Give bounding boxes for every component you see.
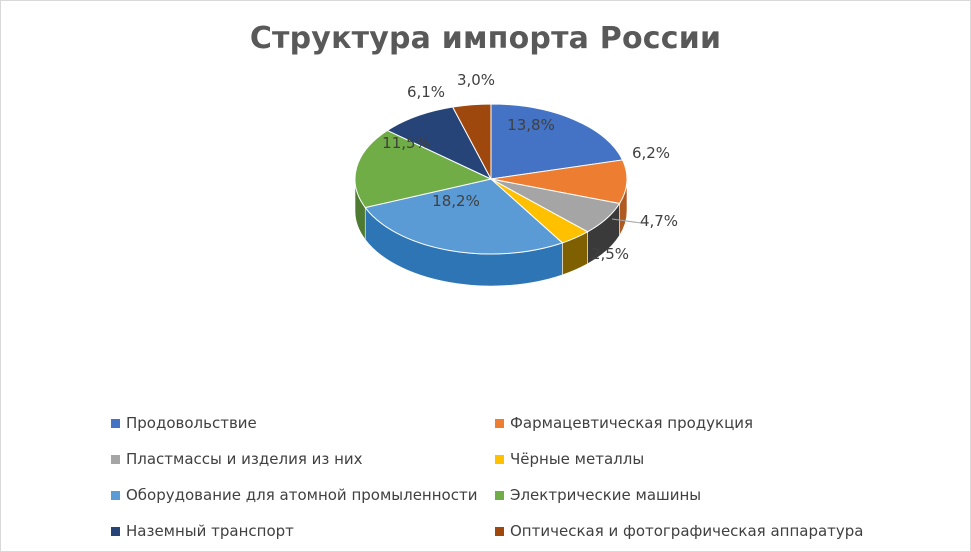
legend-swatch [495, 454, 504, 464]
legend-label: Оптическая и фотографическая аппаратура [510, 522, 864, 540]
pie-slice-7 [386, 106, 493, 181]
legend-label: Пластмассы и изделия из них [126, 450, 363, 468]
legend-label: Электрические машины [510, 486, 702, 504]
legend-item-4: Чёрные металлы [495, 450, 871, 468]
data-label-4: 2,5% [591, 245, 629, 263]
legend-item-7: Наземный транспорт [111, 522, 495, 540]
legend-label: Чёрные металлы [510, 450, 645, 468]
legend-item-3: Пластмассы и изделия из них [111, 450, 495, 468]
legend-swatch [111, 418, 120, 428]
legend-swatch [111, 454, 120, 464]
pie-slice-1 [490, 103, 624, 180]
legend-swatch [495, 490, 504, 500]
data-label-3: 4,7% [640, 212, 678, 230]
data-label-7: 6,1% [407, 83, 445, 101]
data-label-8: 3,0% [457, 71, 495, 89]
data-label-1: 13,8% [507, 116, 555, 134]
legend-swatch [495, 418, 504, 428]
pie-slice-8 [451, 103, 492, 180]
pie-slice-6 [354, 129, 493, 209]
data-label-6: 11,5% [382, 134, 430, 152]
legend-item-8: Оптическая и фотографическая аппаратура [495, 522, 871, 540]
legend-item-1: Продовольствие [111, 414, 495, 432]
legend-swatch [111, 490, 120, 500]
legend-swatch [495, 526, 504, 536]
data-label-leader-3 [611, 218, 642, 224]
data-label-5: 18,2% [432, 192, 480, 210]
legend-label: Наземный транспорт [126, 522, 294, 540]
legend-label: Фармацевтическая продукция [510, 414, 754, 432]
chart-title: Структура импорта России [249, 21, 722, 56]
data-label-2: 6,2% [632, 144, 670, 162]
legend-item-6: Электрические машины [495, 486, 871, 504]
pie-slice-5 [364, 178, 564, 255]
legend-swatch [111, 526, 120, 536]
legend-label: Оборудование для атомной промыленности [126, 486, 478, 504]
legend-item-5: Оборудование для атомной промыленности [111, 486, 495, 504]
legend-item-2: Фармацевтическая продукция [495, 414, 871, 432]
legend-label: Продовольствие [126, 414, 257, 432]
pie-slice-2 [490, 159, 628, 205]
chart-legend: Продовольствие Фармацевтическая продукция… [111, 405, 871, 549]
